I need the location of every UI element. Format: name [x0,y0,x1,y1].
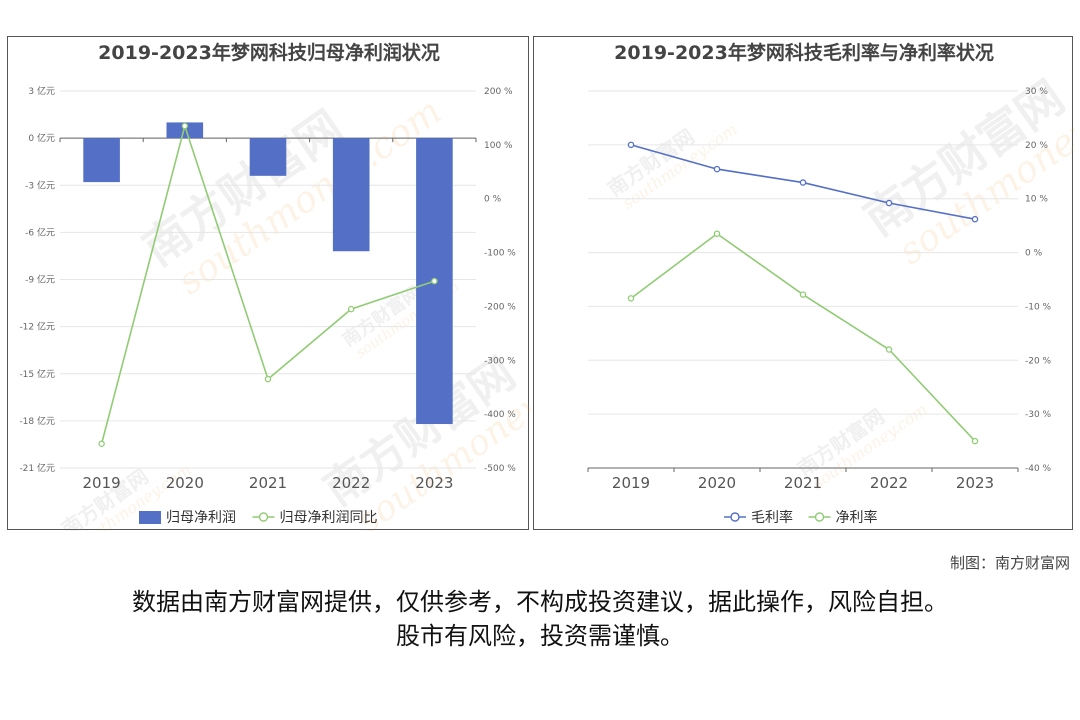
disclaimer-line-1: 数据由南方财富网提供，仅供参考，不构成投资建议，据此操作，风险自担。 [132,588,948,616]
legend: 毛利率 净利率 [724,509,878,526]
y-left-tick-label: 3 亿元 [28,85,55,97]
y-left-tick-label: -12 亿元 [19,321,55,333]
y-right-tick-label: -30 % [1025,410,1052,420]
chart-panel-net-profit: 南方财富网 southmoney.com 南方财富网 southmoney.com 南方… [7,36,530,531]
y-left-tick-label: -18 亿元 [19,415,55,427]
x-tick-label: 2019 [83,474,121,492]
legend-label-0: 毛利率 [751,509,793,526]
y-right-tick-label: -20 % [1025,356,1052,366]
y-right-tick-label: -400 % [484,410,516,420]
bar-2019 [83,138,120,183]
net-profit-chart: 南方财富网southmoney.com南方财富网southmoney.com南方… [19,41,530,531]
y-right-tick-label: 0 % [484,195,502,205]
y-right-tick-label: 100 % [484,141,513,151]
series-1-point-2023 [971,437,979,445]
y-right-tick-label: 10 % [1025,195,1048,205]
x-tick-label: 2022 [870,474,908,492]
y-right-tick-label: 30 % [1025,87,1048,97]
y-right-tick-label: -500 % [484,464,516,474]
legend-swatch-bar [139,511,161,524]
y-left-tick-label: -21 亿元 [19,462,55,474]
disclaimer-line-2: 股市有风险，投资需谨慎。 [396,622,684,650]
bar-2020 [166,122,204,139]
series-1-point-2020 [181,122,189,130]
y-right-tick-label: -100 % [484,249,516,259]
bar-2021 [249,138,287,176]
x-tick-label: 2023 [415,474,453,492]
chart-title: 2019-2023年梦网科技毛利率与净利率状况 [614,41,994,64]
chart-title: 2019-2023年梦网科技归母净利润状况 [98,41,440,64]
series-1-point-2022 [885,346,893,353]
legend-swatch-marker [730,512,740,522]
y-left-tick-label: -6 亿元 [25,226,55,238]
y-left-tick-label: -3 亿元 [25,179,55,191]
y-right-tick-label: 20 % [1025,141,1048,151]
watermark: 南方财富网southmoney.com南方财富网southmoney.com南方… [57,89,530,531]
x-tick-label: 2022 [332,474,370,492]
x-tick-label: 2019 [612,474,650,492]
x-tick-label: 2021 [249,474,287,492]
series-1-point-2021 [799,291,807,298]
chart-credit: 制图：南方财富网 [949,554,1070,572]
legend-swatch-marker [814,512,825,522]
series-0-point-2023 [971,215,979,223]
series-1-point-2019 [627,295,635,302]
legend-swatch-marker [258,512,269,522]
bar-2022 [332,138,370,252]
y-left-tick-label: -15 亿元 [19,368,55,380]
legend: 归母净利润 归母净利润同比 [139,509,378,526]
y-right-tick-label: -40 % [1025,464,1052,474]
series-1-point-2021 [264,375,272,383]
x-tick-label: 2023 [956,474,994,492]
series-0-point-2019 [627,141,635,149]
chart-panel-margins: 南方财富网 southmoney.com 南方财富网 southmoney.com 南方… [533,36,1074,530]
y-right-tick-label: 200 % [484,87,513,97]
y-right-tick-label: -10 % [1025,302,1052,312]
x-tick-label: 2021 [784,474,822,492]
series-1-point-2019 [98,440,105,448]
legend-label-1: 归母净利润同比 [280,509,378,526]
y-right-tick-label: -200 % [484,302,516,312]
series-1-point-2023 [431,277,438,285]
series-0-point-2021 [799,179,807,186]
series-0-point-2022 [885,199,893,207]
x-tick-label: 2020 [698,474,736,492]
legend-label-0: 归母净利润 [166,509,236,526]
series-0-point-2020 [713,165,721,173]
series-1-point-2022 [347,305,355,313]
y-right-tick-label: -300 % [484,356,516,366]
y-left-tick-label: 0 亿元 [28,132,55,144]
y-right-tick-label: 0 % [1025,249,1043,259]
x-tick-label: 2020 [166,474,204,492]
series-1-point-2020 [713,230,721,237]
legend-label-1: 净利率 [836,509,878,526]
y-left-tick-label: -9 亿元 [25,274,55,286]
